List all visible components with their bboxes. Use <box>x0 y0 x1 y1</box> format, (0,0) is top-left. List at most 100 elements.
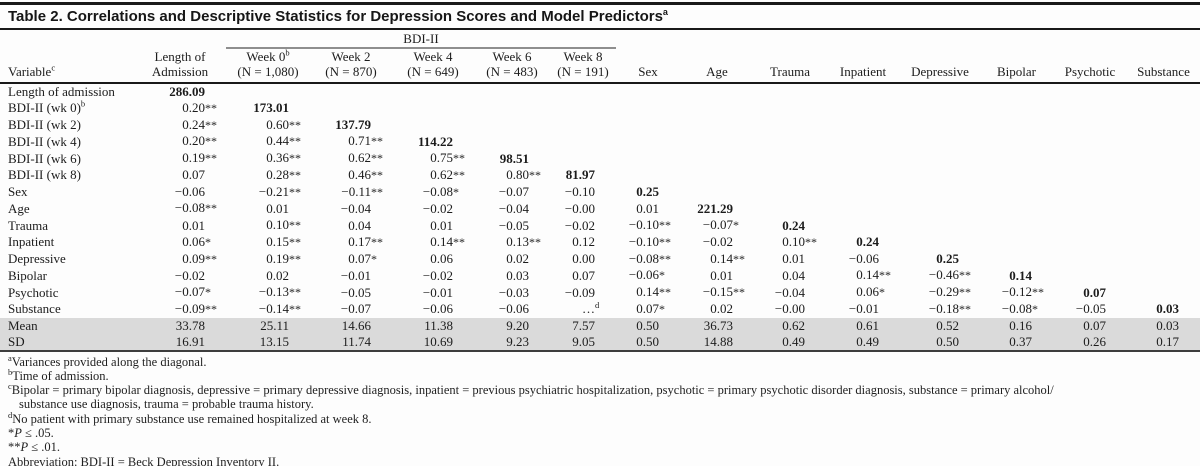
table-cell: 114.22 <box>417 133 453 149</box>
col-header-week4: Week 4 (N = 649) <box>392 48 474 84</box>
table-cell <box>754 184 826 201</box>
table-cell <box>1053 251 1127 268</box>
table-cell: 0.80** <box>506 166 541 182</box>
table-cell: 0.24 <box>856 234 879 250</box>
footnote-c-continued: substance use diagnosis, trauma = probab… <box>19 397 314 412</box>
table-cell <box>310 100 392 117</box>
table-cell: 0.26 <box>1053 333 1127 351</box>
table-cell <box>474 117 550 134</box>
table-cell <box>680 100 754 117</box>
table-cell <box>980 234 1053 251</box>
table-cell: 0.06* <box>182 233 211 249</box>
table-cell: 11.74 <box>310 333 392 351</box>
table-cell <box>826 133 900 150</box>
summary-row: SD 16.91 13.15 11.74 10.69 9.23 9.05 0.50 14.88 0… <box>0 333 1200 351</box>
table-cell <box>1053 83 1127 100</box>
table-row: Inpatient 0.06* 0.15** 0.17** 0.14** 0.13** 0.… <box>0 234 1200 251</box>
table-title-footnote-marker: a <box>662 7 668 17</box>
table-cell: 0.00 <box>572 251 595 266</box>
table-cell: 0.02 <box>506 251 529 266</box>
table-cell: 0.14** <box>430 233 465 249</box>
table-cell: 0.19** <box>266 250 301 266</box>
table-cell: 0.25 <box>636 184 659 199</box>
table-cell <box>754 167 826 184</box>
table-cell: 14.88 <box>680 333 754 351</box>
table-row: BDI-II (wk 8) 0.07 0.28** 0.46** 0.62** 0.80*… <box>0 167 1200 184</box>
table-cell <box>616 117 680 134</box>
col-header-week0: Week 0b (N = 1,080) <box>226 48 310 84</box>
table-cell <box>826 117 900 134</box>
table-cell <box>1127 284 1200 301</box>
table-cell <box>616 133 680 150</box>
table-cell: 0.13** <box>506 233 541 249</box>
table-row: Bipolar −0.02 0.02 −0.01 −0.02 0.03 0.07 −0.06*… <box>0 267 1200 284</box>
row-label: Substance <box>8 301 61 317</box>
table-cell: −0.02 <box>702 234 733 250</box>
table-cell: −0.01 <box>848 301 879 317</box>
table-cell <box>900 117 980 134</box>
table-cell: −0.04 <box>340 200 371 216</box>
col-header-week2-n: (N = 870) <box>325 63 377 79</box>
table-cell <box>1127 217 1200 234</box>
table-cell <box>1127 83 1200 100</box>
summary-row: Mean 33.78 25.11 14.66 11.38 9.20 7.57 0.50 36.7… <box>0 317 1200 334</box>
table-row: BDI-II (wk 4) 0.20** 0.44** 0.71** 114.22 <box>0 133 1200 150</box>
table-cell <box>1127 167 1200 184</box>
abbreviation-note: Abbreviation: BDI-II = Beck Depression I… <box>8 454 280 466</box>
col-header-week6: Week 6 (N = 483) <box>474 48 550 84</box>
table-cell <box>980 133 1053 150</box>
table-row: Sex −0.06 −0.21** −0.11** −0.08* −0.07 −0.10 0.… <box>0 184 1200 201</box>
col-header-psychotic: Psychotic <box>1053 48 1127 84</box>
table-cell: −0.08** <box>174 200 217 216</box>
table-row: BDI-II (wk 2) 0.24** 0.60** 137.79 <box>0 117 1200 134</box>
table-cell: −0.02 <box>174 267 205 283</box>
table-cell: −0.13** <box>258 284 301 299</box>
table-cell: −0.00 <box>564 200 595 216</box>
table-row: Psychotic −0.07* −0.13** −0.05 −0.01 −0.03 −0.… <box>0 284 1200 301</box>
table-cell: 0.07* <box>636 300 665 316</box>
table-cell <box>900 133 980 150</box>
table-cell: 0.12 <box>572 234 595 250</box>
table-cell <box>1053 267 1127 284</box>
table-cell: 14.66 <box>310 317 392 334</box>
table-cell <box>1053 200 1127 217</box>
table-cell <box>900 200 980 217</box>
table-cell: 0.07 <box>182 167 205 183</box>
table-cell <box>550 83 616 100</box>
table-cell: 0.19** <box>182 150 217 165</box>
col-header-sex: Sex <box>616 48 680 84</box>
table-cell: 221.29 <box>697 200 733 216</box>
table-cell: 0.07 <box>1083 284 1106 300</box>
table-cell: −0.06* <box>628 267 665 283</box>
table-cell: 0.06 <box>430 251 453 266</box>
table-cell: −0.10** <box>628 217 671 232</box>
table-cell: −0.12** <box>1001 284 1044 299</box>
row-label: Sex <box>8 184 28 199</box>
table-cell <box>754 100 826 117</box>
footnote-d: dNo patient with primary substance use r… <box>8 409 372 426</box>
col-header-trauma: Trauma <box>754 48 826 84</box>
col-header-week8: Week 8 (N = 191) <box>550 48 616 84</box>
table-cell <box>900 184 980 201</box>
table-cell <box>1127 100 1200 117</box>
table-cell: 0.14 <box>1009 267 1032 283</box>
table-cell: 0.10** <box>782 233 817 249</box>
col-header-week2: Week 2 (N = 870) <box>310 48 392 84</box>
col-header-substance: Substance <box>1127 48 1200 84</box>
table-cell: −0.46** <box>928 267 971 283</box>
table-cell <box>1053 133 1127 150</box>
table-cell: 7.57 <box>550 317 616 334</box>
table-cell: 0.49 <box>826 333 900 351</box>
table-cell: −0.03 <box>498 284 529 300</box>
table-cell: −0.06 <box>848 251 879 266</box>
table-cell: 286.09 <box>169 84 205 99</box>
col-header-variable-sup: c <box>51 62 56 73</box>
table-cell: 0.20** <box>182 133 217 149</box>
table-cell: 0.24 <box>782 217 805 233</box>
table-cell <box>310 83 392 100</box>
table-cell: −0.06 <box>174 184 205 199</box>
table-cell <box>900 234 980 251</box>
table-cell: −0.11** <box>341 183 383 199</box>
row-label: BDI-II (wk 4) <box>8 133 81 149</box>
table-cell: 173.01 <box>253 100 289 116</box>
